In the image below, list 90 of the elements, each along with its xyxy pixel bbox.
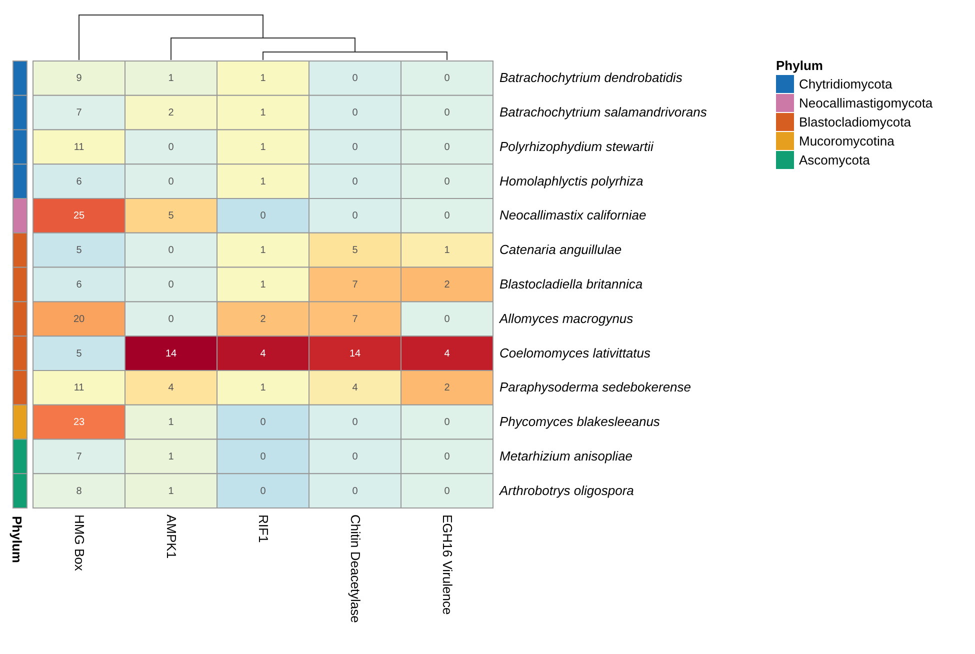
data-label: 0 [352,451,358,462]
data-label: 0 [260,486,266,497]
y-tick-label: Batrachochytrium dendrobatidis [500,70,683,86]
data-label: 1 [260,382,266,394]
data-label: 0 [260,210,266,222]
legend-label: Mucoromycotina [799,134,896,148]
data-label: 11 [74,382,85,394]
data-label: 9 [76,73,82,84]
data-label: 0 [168,245,174,256]
y-tick-label: Allomyces macrogynus [498,310,634,326]
y-tick-label: Arthrobotrys oligospora [498,482,634,498]
data-label: 0 [352,486,358,497]
data-label: 1 [260,176,266,188]
data-label: 0 [352,417,358,428]
legend-label: Ascomycota [799,152,871,168]
x-tick-label: EGH16 Virulence [440,514,455,615]
x-tick-label: RIF1 [256,514,271,543]
y-tick-label: Catenaria anguillulae [500,242,622,258]
data-label: 1 [168,73,174,84]
data-label: 0 [444,451,450,462]
data-label: 0 [444,210,450,222]
y-tick-label: Batrachochytrium salamandrivorans [500,104,708,120]
y-tick-label: Neocallimastix californiae [500,208,646,223]
data-label: 0 [168,280,174,290]
data-label: 1 [168,417,174,428]
x-tick-label: Chitin Deacetylase [348,514,363,623]
data-label: 1 [260,73,266,84]
data-label: 0 [260,417,266,428]
data-label: 23 [73,417,85,428]
data-label: 20 [73,314,85,325]
data-label: 4 [168,382,174,394]
data-label: 4 [260,348,266,360]
data-label: 1 [260,245,266,256]
data-label: 8 [76,486,82,497]
data-label: 0 [444,417,450,428]
y-tick-label: Paraphysoderma sedebokerense [500,380,692,395]
data-label: 1 [260,142,266,153]
data-label: 0 [352,176,358,188]
data-label: 6 [76,280,82,290]
data-label: 0 [168,314,174,325]
y-tick-label: Phycomyces blakesleeanus [500,414,660,430]
y-tick-label: Coelomomyces lativittatus [500,345,651,360]
data-label: 5 [76,348,82,360]
text: Phylum [10,516,25,563]
data-label: 1 [168,486,174,497]
legend-label: Chytridiomycota [799,76,893,92]
data-label: 4 [352,382,358,394]
legend-label: Neocallimastigomycota [799,96,934,110]
data-label: 0 [352,73,358,84]
data-label: 0 [352,210,358,222]
data-label: 0 [444,142,450,153]
data-label: 2 [444,382,450,394]
data-label: 1 [260,280,266,290]
data-label: 1 [260,108,266,119]
y-tick-label: Blastocladiella britannica [500,276,643,292]
data-label: 14 [349,348,361,360]
data-label: 2 [168,108,174,119]
data-label: 0 [444,486,450,497]
data-label: 7 [76,451,82,462]
data-label: 0 [352,108,358,119]
data-label: 5 [76,245,82,256]
data-label: 2 [260,314,266,325]
data-label: 0 [444,314,450,325]
data-label: 5 [168,210,174,222]
data-label: 0 [444,176,450,188]
data-label: 0 [168,176,174,188]
legend-label: Blastocladiomycota [799,114,912,130]
x-tick-label: HMG Box [72,514,87,572]
y-tick-label: Metarhizium anisopliae [500,448,632,464]
data-label: 14 [165,348,177,360]
data-label: 0 [352,142,358,153]
data-label: 25 [73,210,85,222]
data-label: 0 [444,73,450,84]
y-tick-label: Homolaphlyctis polyrhiza [500,173,644,188]
data-label: 7 [352,314,358,325]
data-label: 4 [444,348,450,360]
legend-title: Phylum [776,58,823,73]
data-label: 1 [168,451,174,462]
y-tick-label: Polyrhizophydium stewartii [500,138,655,154]
data-label: 2 [444,280,450,290]
data-label: 0 [260,451,266,462]
data-label: 6 [76,176,82,188]
data-label: 11 [74,142,85,153]
data-label: 1 [444,245,450,256]
data-label: 7 [352,280,358,290]
x-tick-label: AMPK1 [164,514,179,559]
data-label: 0 [444,108,450,119]
data-label: 7 [76,108,82,119]
data-label: 5 [352,245,358,256]
data-label: 0 [168,142,174,153]
